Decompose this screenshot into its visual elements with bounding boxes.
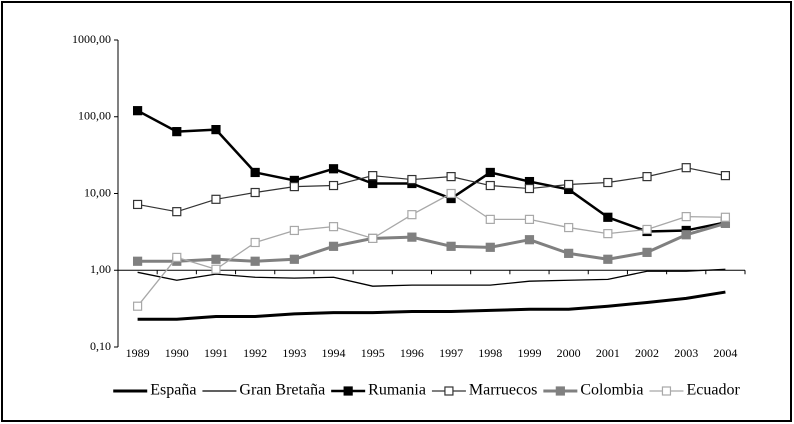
- marker: [407, 174, 417, 185]
- legend-item: España: [113, 382, 196, 399]
- marker: [681, 230, 691, 240]
- marker: [328, 222, 339, 232]
- marker: [681, 163, 691, 173]
- marker: [368, 233, 378, 244]
- marker: [289, 181, 299, 192]
- x-tick-label: 1998: [478, 346, 502, 360]
- legend-item: Gran Bretaña: [202, 382, 325, 399]
- legend-label: Ecuador: [686, 382, 740, 399]
- marker: [172, 127, 182, 137]
- x-tick-label: 2004: [713, 346, 737, 360]
- marker: [642, 224, 652, 235]
- marker: [485, 214, 495, 224]
- marker: [328, 164, 339, 174]
- y-tick-label: 0,10: [90, 339, 111, 353]
- x-tick-label: 2003: [674, 346, 698, 360]
- marker: [250, 187, 260, 198]
- x-tick-label: 1989: [126, 346, 150, 360]
- marker: [524, 214, 535, 224]
- y-tick-label: 10,00: [84, 185, 111, 199]
- marker: [289, 254, 299, 264]
- marker: [368, 171, 378, 181]
- marker: [485, 180, 495, 191]
- series-line: [137, 221, 726, 263]
- x-tick-label: 1996: [400, 346, 424, 360]
- legend-item: Colombia: [543, 382, 643, 399]
- marker: [211, 254, 221, 264]
- marker: [328, 180, 339, 191]
- marker: [485, 167, 495, 178]
- marker: [485, 242, 495, 252]
- legend-label: España: [150, 382, 196, 399]
- x-tick-label: 2000: [557, 346, 581, 360]
- x-tick-label: 1999: [517, 346, 541, 360]
- marker: [172, 207, 182, 217]
- marker: [720, 171, 731, 181]
- series-line: [137, 268, 726, 287]
- marker: [681, 212, 691, 222]
- marker: [524, 235, 535, 245]
- marker: [564, 179, 574, 190]
- legend-item: Marruecos: [431, 382, 537, 399]
- marker: [720, 212, 731, 222]
- marker: [642, 172, 652, 182]
- x-tick-label: 1997: [439, 346, 463, 360]
- series-line: [137, 290, 726, 321]
- legend-item: Ecuador: [649, 382, 740, 399]
- marker: [603, 229, 613, 239]
- y-tick-label: 100,00: [78, 109, 111, 123]
- series-line: [137, 192, 726, 307]
- marker: [564, 248, 574, 258]
- marker: [328, 241, 339, 251]
- x-tick-label: 1991: [204, 346, 228, 360]
- marker: [250, 256, 260, 266]
- marker: [289, 225, 299, 236]
- legend-marker: [444, 386, 454, 396]
- marker: [524, 183, 535, 194]
- marker: [603, 177, 613, 188]
- marker: [603, 212, 613, 222]
- marker: [564, 222, 574, 233]
- legend-label: Colombia: [580, 382, 643, 399]
- marker: [642, 247, 652, 257]
- marker: [132, 256, 143, 266]
- legend-label: Gran Bretaña: [239, 382, 325, 399]
- legend-label: Marruecos: [469, 382, 537, 399]
- marker: [211, 264, 221, 274]
- marker: [132, 199, 143, 210]
- x-tick-label: 2001: [596, 346, 620, 360]
- marker: [211, 194, 221, 204]
- marker: [446, 172, 456, 182]
- marker: [172, 252, 182, 263]
- marker: [132, 106, 143, 116]
- x-tick-label: 1990: [165, 346, 189, 360]
- marker: [407, 210, 417, 220]
- marker: [407, 232, 417, 242]
- x-tick-label: 1992: [243, 346, 267, 360]
- y-tick-label: 1,00: [90, 262, 111, 276]
- marker: [446, 241, 456, 251]
- legend-marker: [343, 386, 353, 396]
- marker: [250, 167, 260, 178]
- marker: [603, 254, 613, 264]
- x-tick-label: 1994: [322, 346, 346, 360]
- marker: [446, 188, 456, 199]
- marker: [211, 125, 221, 135]
- series-line: [137, 109, 726, 233]
- marker: [368, 178, 378, 189]
- x-tick-label: 1993: [282, 346, 306, 360]
- marker: [250, 237, 260, 248]
- legend-marker: [555, 386, 565, 396]
- series-line: [137, 167, 726, 213]
- marker: [132, 301, 143, 311]
- x-tick-label: 1995: [361, 346, 385, 360]
- legend-item: Rumania: [331, 382, 426, 399]
- legend-label: Rumania: [368, 382, 426, 399]
- y-tick-label: 1000,00: [72, 32, 111, 46]
- x-tick-label: 2002: [635, 346, 659, 360]
- legend-marker: [661, 386, 672, 396]
